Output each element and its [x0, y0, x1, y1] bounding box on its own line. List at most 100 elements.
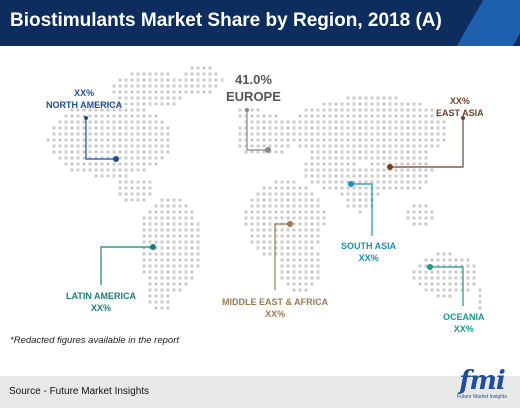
map-dot	[172, 288, 176, 292]
map-dot	[304, 240, 308, 244]
map-dot	[172, 96, 176, 100]
map-dot	[304, 228, 308, 232]
map-dot	[280, 120, 284, 124]
map-dot	[370, 120, 374, 124]
map-dot	[448, 276, 452, 280]
map-dot	[262, 246, 266, 250]
map-dot	[136, 168, 140, 172]
map-dot	[442, 288, 446, 292]
map-dot	[406, 114, 410, 118]
map-dot	[280, 144, 284, 148]
map-dot	[442, 252, 446, 256]
map-dot	[256, 150, 260, 154]
map-dot	[154, 156, 158, 160]
map-dot	[286, 138, 290, 142]
map-dot	[412, 270, 416, 274]
map-dot	[184, 282, 188, 286]
map-dot	[298, 246, 302, 250]
map-dot	[406, 210, 410, 214]
map-dot	[94, 162, 98, 166]
map-dot	[412, 174, 416, 178]
map-dot	[256, 126, 260, 130]
map-dot	[154, 264, 158, 268]
south-asia-value: XX%	[358, 253, 379, 263]
map-dot	[292, 210, 296, 214]
map-dot	[430, 138, 434, 142]
map-dot	[382, 108, 386, 112]
map-dot	[190, 66, 194, 70]
map-dot	[316, 210, 320, 214]
map-dot	[178, 276, 182, 280]
map-dot	[76, 132, 80, 136]
map-dot	[472, 264, 476, 268]
map-dot	[250, 126, 254, 130]
map-dot	[160, 132, 164, 136]
map-dot	[154, 72, 158, 76]
map-dot	[286, 264, 290, 268]
map-dot	[166, 300, 170, 304]
map-dot	[160, 126, 164, 130]
map-dot	[100, 120, 104, 124]
map-dot	[322, 114, 326, 118]
map-dot	[424, 174, 428, 178]
map-dot	[160, 300, 164, 304]
map-dot	[136, 192, 140, 196]
map-dot	[412, 150, 416, 154]
map-dot	[322, 210, 326, 214]
map-dot	[118, 168, 122, 172]
map-dot	[406, 186, 410, 190]
map-dot	[154, 300, 158, 304]
map-dot	[310, 132, 314, 136]
map-dot	[322, 102, 326, 106]
map-dot	[136, 72, 140, 76]
map-dot	[208, 90, 212, 94]
map-dot	[352, 144, 356, 148]
map-dot	[268, 144, 272, 148]
map-dot	[358, 186, 362, 190]
map-dot	[364, 120, 368, 124]
map-dot	[190, 252, 194, 256]
map-dot	[280, 252, 284, 256]
map-dot	[370, 132, 374, 136]
map-dot	[280, 180, 284, 184]
map-dot	[166, 216, 170, 220]
map-dot	[172, 84, 176, 88]
map-dot	[280, 192, 284, 196]
map-dot	[382, 162, 386, 166]
map-dot	[364, 150, 368, 154]
logo-subtext: Future Market Insights	[457, 394, 507, 400]
map-dot	[310, 138, 314, 142]
map-dot	[328, 168, 332, 172]
map-dot	[166, 144, 170, 148]
map-dot	[394, 114, 398, 118]
map-dot	[430, 114, 434, 118]
map-dot	[268, 132, 272, 136]
map-dot	[466, 258, 470, 262]
map-dot	[178, 264, 182, 268]
map-dot	[166, 240, 170, 244]
map-dot	[70, 120, 74, 124]
map-dot	[424, 144, 428, 148]
map-dot	[154, 126, 158, 130]
map-dot	[112, 150, 116, 154]
map-dot	[418, 210, 422, 214]
map-dot	[358, 132, 362, 136]
map-dot	[358, 126, 362, 130]
map-dot	[154, 96, 158, 100]
map-dot	[478, 306, 482, 310]
map-dot	[466, 276, 470, 280]
map-dot	[340, 162, 344, 166]
map-dot	[430, 210, 434, 214]
map-dot	[88, 144, 92, 148]
map-dot	[376, 108, 380, 112]
map-dot	[106, 126, 110, 130]
map-dot	[148, 216, 152, 220]
map-dot	[298, 204, 302, 208]
map-dot	[142, 192, 146, 196]
map-dot	[298, 240, 302, 244]
map-dot	[148, 282, 152, 286]
map-dot	[124, 114, 128, 118]
map-dot	[400, 102, 404, 106]
oceania-connector	[430, 266, 464, 306]
map-dot	[340, 186, 344, 190]
